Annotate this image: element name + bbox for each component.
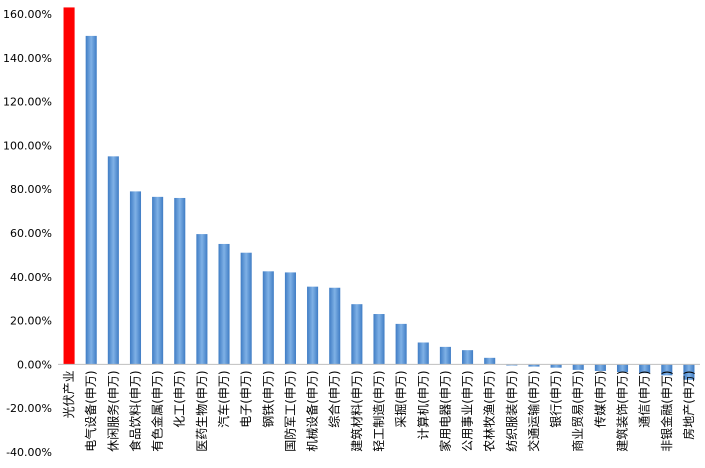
bar-15	[395, 323, 407, 365]
category-label: 建筑装饰(申万)	[615, 370, 630, 451]
y-tick-label: 140.00%	[3, 52, 52, 65]
bar-22	[550, 364, 562, 368]
category-label: 房地产(申万)	[681, 370, 696, 439]
bar-7	[218, 243, 230, 365]
category-label: 电子(申万)	[239, 370, 253, 427]
bar-27	[661, 364, 673, 376]
category-label: 医药生物(申万)	[195, 370, 209, 451]
category-label: 建筑材料(申万)	[349, 370, 364, 451]
y-axis-ticks: 160.00% 140.00% 120.00% 100.00% 80.00% 60.00%…	[3, 8, 52, 459]
y-tick-label: 120.00%	[3, 96, 52, 109]
bar-8	[240, 252, 252, 365]
category-label: 计算机(申万)	[415, 370, 430, 439]
bar-11	[307, 286, 319, 365]
y-tick-label: -20.00%	[6, 402, 52, 415]
y-tick-label: 60.00%	[10, 227, 52, 240]
y-tick-label: -40.00%	[6, 446, 52, 459]
bar-9	[262, 271, 274, 365]
bar-0	[63, 7, 75, 365]
category-label: 汽车(申万)	[216, 370, 231, 427]
category-label: 化工(申万)	[173, 370, 187, 427]
bar-20	[506, 364, 518, 366]
bar-16	[417, 342, 429, 365]
category-label: 采掘(申万)	[393, 370, 408, 427]
category-label: 有色金属(申万)	[150, 370, 165, 451]
y-tick-label: 0.00%	[17, 358, 52, 371]
category-label: 电气设备(申万)	[83, 370, 98, 451]
category-labels: 光伏产业 电气设备(申万) 休闲服务(申万) 食品饮料(申万) 有色金属(申万) 化工(申…	[62, 370, 696, 451]
data-label-guangfu: 163.00%	[42, 0, 95, 2]
category-label: 交通运输(申万)	[526, 370, 541, 451]
category-label: 光伏产业	[62, 370, 76, 418]
bar-21	[528, 364, 540, 367]
y-tick-label: 160.00%	[3, 8, 52, 21]
category-label: 休闲服务(申万)	[105, 370, 120, 451]
category-label: 银行(申万)	[549, 370, 563, 427]
category-label: 传媒(申万)	[592, 370, 607, 427]
bar-4	[152, 196, 164, 365]
category-label: 通信(申万)	[638, 370, 652, 427]
category-label: 食品饮料(申万)	[127, 370, 142, 451]
bar-26	[639, 364, 651, 374]
bar-24	[594, 364, 606, 371]
category-label: 钢铁(申万)	[261, 370, 275, 427]
bar-18	[462, 350, 474, 365]
bar-12	[329, 287, 341, 365]
category-label: 国防军工(申万)	[282, 370, 297, 451]
category-label: 家用电器(申万)	[437, 370, 452, 451]
bar-14	[373, 314, 385, 365]
bar-23	[572, 364, 584, 370]
bar-5	[174, 197, 186, 365]
category-label: 综合(申万)	[327, 370, 342, 427]
y-tick-label: 80.00%	[10, 183, 52, 196]
bar-1	[85, 35, 97, 365]
bar-2	[107, 156, 119, 365]
bar-10	[284, 272, 296, 365]
y-tick-label: 20.00%	[10, 315, 52, 328]
bar-19	[484, 357, 496, 365]
category-label: 公用事业(申万)	[461, 370, 475, 451]
y-tick-label: 40.00%	[10, 271, 52, 284]
category-label: 机械设备(申万)	[305, 370, 320, 451]
category-label: 纺织服装(申万)	[505, 370, 519, 451]
bar-28	[683, 364, 695, 380]
category-label: 农林牧渔(申万)	[483, 370, 497, 451]
bar-13	[351, 304, 363, 365]
bars	[63, 7, 695, 380]
bar-3	[129, 191, 142, 365]
bar-17	[439, 346, 451, 365]
category-label: 非银金融(申万)	[659, 370, 674, 451]
category-label: 轻工制造(申万)	[372, 370, 386, 451]
y-tick-label: 100.00%	[3, 139, 52, 152]
category-label: 商业贸易(申万)	[570, 370, 585, 451]
bar-25	[616, 364, 629, 373]
bar-6	[196, 234, 208, 365]
